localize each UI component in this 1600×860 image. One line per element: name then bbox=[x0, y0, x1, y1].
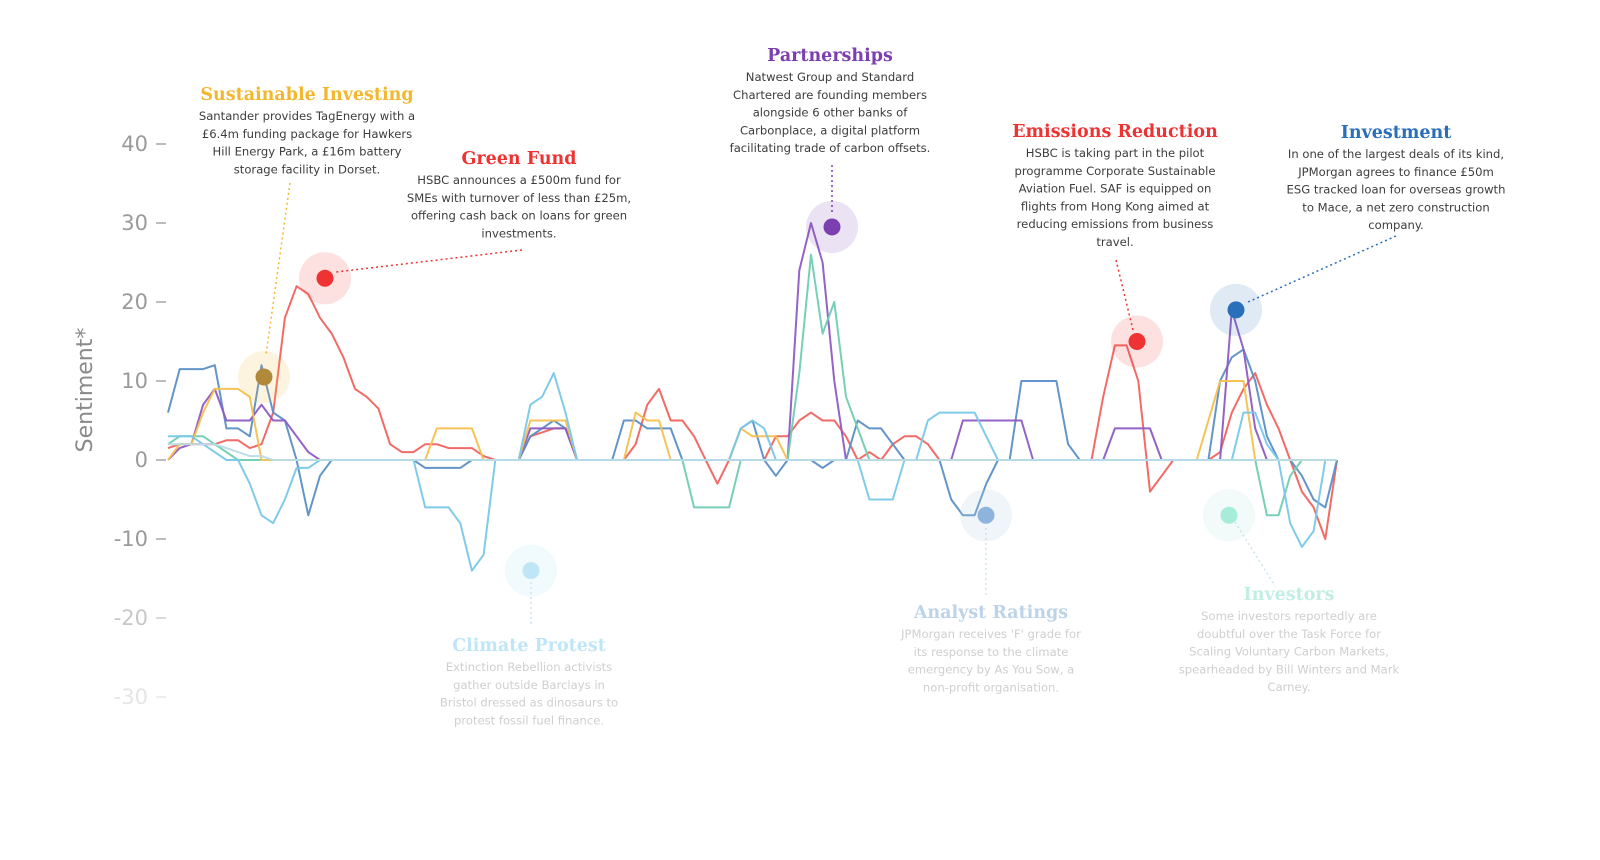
event-description-line: Carbonplace, a digital platform bbox=[740, 123, 920, 137]
event-annotation: Climate Protest Extinction Rebellion acti… bbox=[440, 544, 618, 727]
y-axis: 40 30 20 10 0 -10 -20 -30 bbox=[114, 132, 167, 740]
series-lines bbox=[167, 222, 1338, 572]
event-description-line: doubtful over the Task Force for bbox=[1197, 627, 1381, 641]
y-tick-label: 10 bbox=[121, 369, 148, 393]
event-title: Sustainable Investing bbox=[200, 85, 413, 105]
y-tick-label: -30 bbox=[114, 685, 148, 709]
event-description-line: investments. bbox=[481, 226, 556, 240]
event-annotation: Sustainable Investing Santander provides … bbox=[199, 85, 415, 404]
event-marker bbox=[1227, 301, 1245, 319]
event-annotation: Investors Some investors reportedly are do… bbox=[1179, 489, 1400, 694]
event-description-line: its response to the climate bbox=[914, 645, 1069, 659]
y-tick-label: 30 bbox=[121, 211, 148, 235]
event-marker bbox=[1220, 506, 1238, 524]
event-marker bbox=[977, 506, 995, 524]
event-annotation: Green Fund HSBC announces a £500m fund fo… bbox=[299, 149, 631, 305]
event-description-line: Chartered are founding members bbox=[733, 88, 927, 102]
event-description-line: JPMorgan agrees to finance £50m bbox=[1297, 165, 1494, 179]
event-title: Partnerships bbox=[767, 46, 893, 66]
event-description-line: Some investors reportedly are bbox=[1201, 609, 1377, 623]
series-line-6 bbox=[168, 372, 1337, 572]
event-description-line: flights from Hong Kong aimed at bbox=[1021, 199, 1210, 213]
event-leader-line bbox=[335, 249, 523, 273]
event-annotation: Emissions Reduction HSBC is taking part i… bbox=[1012, 122, 1218, 368]
event-description-line: Carney. bbox=[1267, 680, 1310, 694]
event-description-line: Aviation Fuel. SAF is equipped on bbox=[1019, 182, 1212, 196]
event-description-line: Santander provides TagEnergy with a bbox=[199, 109, 415, 123]
event-description-line: programme Corporate Sustainable bbox=[1014, 164, 1215, 178]
event-description-line: £6.4m funding package for Hawkers bbox=[202, 127, 412, 141]
event-description-line: ESG tracked loan for overseas growth bbox=[1287, 183, 1506, 197]
y-axis-label: Sentiment* bbox=[73, 328, 98, 453]
event-annotation: Investment In one of the largest deals of… bbox=[1210, 123, 1505, 336]
event-leader-line bbox=[1247, 235, 1397, 303]
y-tick-label: -20 bbox=[114, 606, 148, 630]
event-leader-line bbox=[265, 182, 291, 356]
event-description-line: In one of the largest deals of its kind, bbox=[1288, 147, 1504, 161]
event-description-line: storage facility in Dorset. bbox=[234, 162, 381, 176]
event-description-line: alongside 6 other banks of bbox=[753, 106, 909, 120]
y-tick-label: 40 bbox=[121, 132, 148, 156]
event-description-line: JPMorgan receives 'F' grade for bbox=[900, 627, 1081, 641]
event-title: Climate Protest bbox=[452, 636, 606, 656]
series-line-2 bbox=[167, 348, 1338, 517]
event-description-line: HSBC announces a £500m fund for bbox=[417, 173, 621, 187]
event-annotation: Analyst Ratings JPMorgan receives 'F' gra… bbox=[900, 489, 1081, 694]
event-title: Analyst Ratings bbox=[913, 603, 1068, 623]
event-title: Emissions Reduction bbox=[1012, 122, 1218, 142]
series-line-1 bbox=[167, 285, 1338, 540]
event-description-line: non-profit organisation. bbox=[923, 680, 1059, 694]
event-title: Investors bbox=[1244, 585, 1335, 605]
event-leader-line bbox=[1115, 259, 1134, 331]
event-marker bbox=[316, 269, 334, 287]
event-description-line: Natwest Group and Standard bbox=[746, 70, 914, 84]
event-description-line: Scaling Voluntary Carbon Markets, bbox=[1189, 645, 1389, 659]
event-description-line: reducing emissions from business bbox=[1017, 217, 1214, 231]
event-description-line: protest fossil fuel finance. bbox=[454, 713, 604, 727]
event-description-line: travel. bbox=[1096, 235, 1133, 249]
event-description-line: offering cash back on loans for green bbox=[411, 209, 627, 223]
event-description-line: Bristol dressed as dinosaurs to bbox=[440, 696, 618, 710]
event-annotation: Partnerships Natwest Group and Standard Ch… bbox=[730, 46, 931, 253]
event-description-line: SMEs with turnover of less than £25m, bbox=[407, 191, 631, 205]
series-line-7 bbox=[168, 443, 1337, 461]
event-description-line: Hill Energy Park, a £16m battery bbox=[213, 145, 402, 159]
event-marker bbox=[823, 218, 841, 236]
event-description-line: facilitating trade of carbon offsets. bbox=[730, 141, 931, 155]
event-marker bbox=[522, 562, 540, 580]
event-marker bbox=[1128, 333, 1146, 350]
event-title: Green Fund bbox=[461, 149, 576, 169]
y-tick-label: 0 bbox=[135, 448, 148, 472]
event-description-line: emergency by As You Sow, a bbox=[908, 663, 1075, 677]
event-description-line: spearheaded by Bill Winters and Mark bbox=[1179, 662, 1400, 676]
y-tick-label: 20 bbox=[121, 290, 148, 314]
event-description-line: company. bbox=[1368, 218, 1423, 232]
event-description-line: to Mace, a net zero construction bbox=[1302, 200, 1489, 214]
event-annotations: Sustainable Investing Santander provides … bbox=[199, 46, 1506, 727]
event-description-line: Extinction Rebellion activists bbox=[446, 660, 612, 674]
event-description-line: HSBC is taking part in the pilot bbox=[1026, 146, 1205, 160]
y-tick-label: -10 bbox=[114, 527, 148, 551]
event-title: Investment bbox=[1341, 123, 1452, 143]
event-description-line: gather outside Barclays in bbox=[453, 678, 605, 692]
event-marker bbox=[255, 368, 273, 386]
